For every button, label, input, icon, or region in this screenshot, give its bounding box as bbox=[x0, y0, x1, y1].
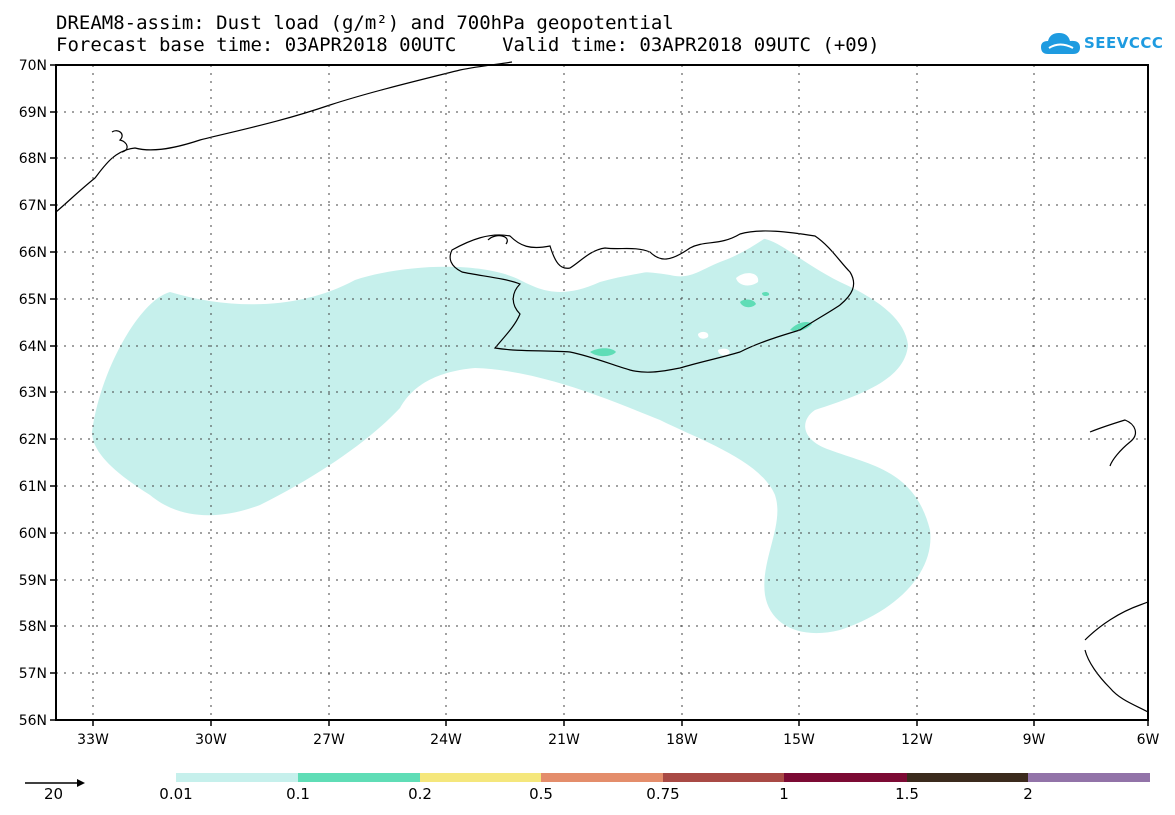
dust-load-map: 70N 69N 68N 67N 66N 65N 64N 63N 62N 61N … bbox=[19, 58, 1160, 748]
dust-area-mid-4 bbox=[790, 322, 812, 332]
lat-label: 56N bbox=[19, 713, 47, 729]
clear-area bbox=[560, 228, 770, 280]
colorbar-label: 0.75 bbox=[646, 785, 680, 803]
lat-label: 61N bbox=[19, 479, 47, 495]
lon-label: 30W bbox=[195, 732, 227, 748]
lat-label: 69N bbox=[19, 105, 47, 121]
lon-label: 6W bbox=[1137, 732, 1160, 748]
colorbar-label: 1.5 bbox=[895, 785, 919, 803]
lat-label: 57N bbox=[19, 666, 47, 682]
map-title-line2: Forecast base time: 03APR2018 00UTC Vali… bbox=[56, 34, 880, 56]
lon-label: 27W bbox=[313, 732, 345, 748]
lat-label: 58N bbox=[19, 619, 47, 635]
lat-labels: 70N 69N 68N 67N 66N 65N 64N 63N 62N 61N … bbox=[19, 58, 47, 729]
colorbar-label: 0.2 bbox=[408, 785, 432, 803]
dust-area-mid-1 bbox=[590, 348, 616, 357]
lon-label: 33W bbox=[77, 732, 109, 748]
map-title-line1: DREAM8-assim: Dust load (g/m²) and 700hP… bbox=[56, 12, 674, 34]
dust-area-mid-2 bbox=[740, 299, 756, 308]
lon-label: 21W bbox=[548, 732, 580, 748]
lon-label: 18W bbox=[666, 732, 698, 748]
lat-label: 66N bbox=[19, 245, 47, 261]
dust-area-low bbox=[92, 238, 931, 634]
colorbar-label: 0.5 bbox=[529, 785, 553, 803]
lat-label: 60N bbox=[19, 526, 47, 542]
colorbar-label: 0.1 bbox=[286, 785, 310, 803]
colorbar-swatch-6 bbox=[784, 773, 907, 782]
lon-label: 12W bbox=[901, 732, 933, 748]
clear-area-3 bbox=[718, 348, 730, 356]
logo-text: SEEVCCC bbox=[1084, 34, 1164, 52]
colorbar-label: 0.01 bbox=[159, 785, 193, 803]
seevccc-logo: SEEVCCC bbox=[1040, 28, 1164, 58]
colorbar-swatch-1 bbox=[176, 773, 298, 782]
lat-label: 68N bbox=[19, 151, 47, 167]
reference-vector-label: 20 bbox=[44, 785, 64, 803]
lat-label: 59N bbox=[19, 573, 47, 589]
lon-label: 15W bbox=[783, 732, 815, 748]
reference-vector-arrow-icon bbox=[25, 779, 85, 787]
lat-label: 64N bbox=[19, 339, 47, 355]
tick-marks bbox=[50, 64, 1149, 726]
lat-label: 62N bbox=[19, 432, 47, 448]
colorbar-swatch-3 bbox=[420, 773, 541, 782]
lat-label: 70N bbox=[19, 58, 47, 74]
colorbar-swatch-5 bbox=[663, 773, 784, 782]
clear-area-4 bbox=[736, 273, 759, 286]
colorbar-swatch-8 bbox=[1028, 773, 1150, 782]
colorbar-label: 1 bbox=[779, 785, 789, 803]
lon-label: 24W bbox=[430, 732, 462, 748]
colorbar-swatch-4 bbox=[541, 773, 663, 782]
coastlines bbox=[55, 61, 1149, 714]
colorbar-swatch-2 bbox=[298, 773, 420, 782]
colorbar-swatch-7 bbox=[907, 773, 1028, 782]
cloud-icon bbox=[1041, 33, 1080, 54]
graticule bbox=[56, 65, 1148, 720]
lon-labels: 33W 30W 27W 24W 21W 18W 15W 12W 9W 6W bbox=[77, 732, 1159, 748]
lat-label: 63N bbox=[19, 385, 47, 401]
lat-label: 65N bbox=[19, 292, 47, 308]
dust-area-mid-3 bbox=[762, 291, 770, 297]
lat-label: 67N bbox=[19, 198, 47, 214]
legend: 20 0.01 0.1 0.2 0.5 0.75 1 1.5 2 bbox=[0, 760, 1175, 815]
clear-area-2 bbox=[698, 331, 709, 339]
lon-label: 9W bbox=[1023, 732, 1046, 748]
colorbar-label: 2 bbox=[1023, 785, 1033, 803]
